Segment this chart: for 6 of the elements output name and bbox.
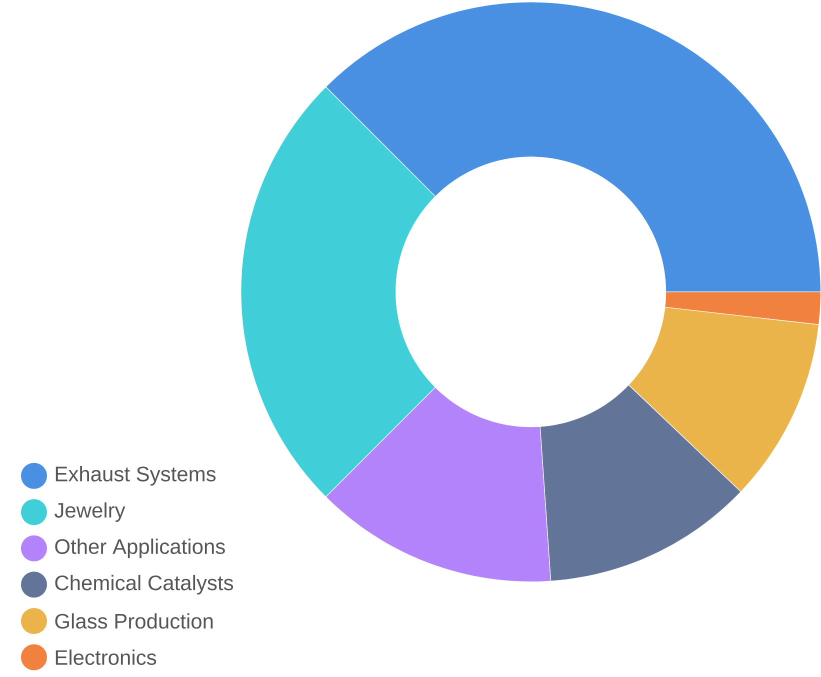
legend-label: Electronics	[56, 650, 156, 666]
legend-label: Chemical Catalysts	[55, 575, 234, 595]
legend-label: Glass Production	[55, 613, 213, 629]
legend-label: Other Applications	[55, 538, 225, 558]
legend-label: Jewelry	[54, 502, 126, 522]
legend-label: Exhaust Systems	[56, 466, 216, 486]
